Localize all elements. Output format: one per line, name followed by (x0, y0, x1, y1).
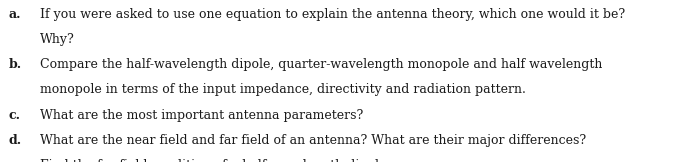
Text: e.: e. (8, 159, 21, 162)
Text: a.: a. (8, 8, 21, 21)
Text: What are the near field and far field of an antenna? What are their major differ: What are the near field and far field of… (40, 134, 587, 147)
Text: What are the most important antenna parameters?: What are the most important antenna para… (40, 109, 363, 122)
Text: b.: b. (8, 58, 22, 71)
Text: d.: d. (8, 134, 22, 147)
Text: Compare the half-wavelength dipole, quarter-wavelength monopole and half wavelen: Compare the half-wavelength dipole, quar… (40, 58, 603, 71)
Text: Find the far-field condition of a half-wavelength dipole: Find the far-field condition of a half-w… (40, 159, 387, 162)
Text: c.: c. (8, 109, 20, 122)
Text: If you were asked to use one equation to explain the antenna theory, which one w: If you were asked to use one equation to… (40, 8, 626, 21)
Text: Why?: Why? (40, 33, 75, 46)
Text: monopole in terms of the input impedance, directivity and radiation pattern.: monopole in terms of the input impedance… (40, 83, 526, 96)
